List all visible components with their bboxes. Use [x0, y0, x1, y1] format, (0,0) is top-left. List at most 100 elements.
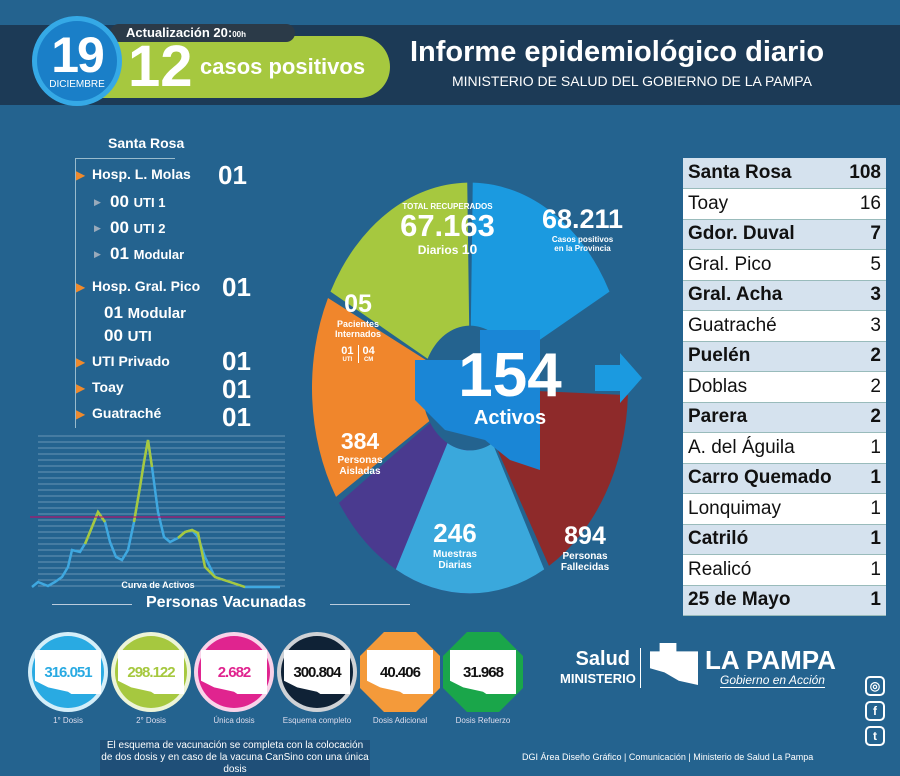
- isolated-label1: Personas: [337, 455, 383, 466]
- vaccine-value: 2.682: [201, 650, 267, 694]
- chart-label: Curva de Activos: [121, 580, 194, 590]
- hospitalized-segment: [312, 297, 430, 497]
- facebook-icon[interactable]: f: [865, 701, 885, 721]
- cm-count: 04: [362, 345, 375, 357]
- locality-name: Parera: [683, 402, 843, 433]
- locality-count: 1: [842, 463, 886, 494]
- vaccine-badge: 300.804 Esquema completo: [277, 632, 357, 725]
- locality-row: A. del Águila 1: [683, 432, 886, 464]
- locality-row: Puelén 2: [683, 341, 886, 372]
- locality-row: 25 de Mayo 1: [683, 585, 886, 616]
- update-label: Actualización 20:: [126, 25, 233, 40]
- cases-count: 12: [128, 34, 193, 99]
- ministry-logo: Salud MINISTERIO: [560, 648, 636, 686]
- instagram-icon[interactable]: ◎: [865, 676, 885, 696]
- vaccine-badge: 31.968 Dosis Refuerzo: [443, 632, 523, 725]
- recovered-daily-value: 10: [461, 241, 478, 257]
- samples-value: 246: [433, 518, 477, 548]
- locality-row: Carro Quemado 1: [683, 463, 886, 494]
- recovered-value: 67.163: [400, 208, 495, 243]
- hospitalized-value: 05: [344, 290, 372, 318]
- locality-name: Puelén: [683, 341, 843, 372]
- hospitalized-label1: Pacientes: [336, 319, 380, 329]
- positives-block: 68.211 Casos positivos en la Provincia: [530, 204, 635, 253]
- locality-row: Santa Rosa 108: [683, 158, 886, 189]
- pico-uti-value: 00: [104, 326, 123, 345]
- isolated-value: 384: [340, 428, 380, 454]
- divider: [330, 604, 410, 605]
- vaccine-value: 300.804: [284, 650, 350, 694]
- locality-name: Catriló: [683, 524, 843, 555]
- locality-count: 1: [842, 554, 886, 586]
- vaccine-label: Dosis Refuerzo: [455, 716, 511, 725]
- molas-uti1-label: UTI 1: [133, 195, 166, 210]
- locality-name: Gral. Acha: [683, 280, 843, 311]
- vaccine-shape: 300.804: [277, 632, 357, 712]
- curve-segment: [177, 528, 246, 589]
- footer-credit: DGI Área Diseño Gráfico | Comunicación |…: [522, 752, 814, 762]
- samples-label1: Muestras: [433, 549, 477, 560]
- locality-row: Realicó 1: [683, 554, 886, 586]
- locality-name: Gral. Pico: [683, 249, 843, 281]
- positives-value: 68.211: [541, 204, 624, 234]
- recovered-daily-label: Diarios: [417, 243, 459, 257]
- date-day: 19: [51, 27, 105, 83]
- isolated-label2: Aisladas: [339, 466, 381, 477]
- deaths-value: 894: [564, 522, 606, 550]
- recovered-label: TOTAL RECUPERADOS: [402, 202, 493, 211]
- locality-name: Lonquimay: [683, 493, 843, 525]
- positives-label2: en la Provincia: [554, 244, 611, 253]
- locality-count: 1: [842, 432, 886, 464]
- locality-name: A. del Águila: [683, 432, 843, 464]
- hospital-molas-value: 01: [218, 160, 247, 190]
- deaths-label1: Personas: [562, 551, 608, 562]
- divider: [52, 604, 132, 605]
- locality-count: 1: [842, 585, 886, 616]
- deaths-label2: Fallecidas: [560, 562, 610, 573]
- logo-tagline: Gobierno en Acción: [720, 673, 825, 688]
- locality-row: Lonquimay 1: [683, 493, 886, 525]
- locality-name: Doblas: [683, 371, 843, 403]
- samples-segment: [395, 443, 545, 594]
- vaccine-shape: 2.682: [194, 632, 274, 712]
- recovered-block: TOTAL RECUPERADOS 67.163 Diarios 10: [380, 202, 515, 257]
- vaccine-value: 298.122: [118, 650, 184, 694]
- locality-name: Santa Rosa: [683, 158, 843, 189]
- uti-privado-label: UTI Privado: [92, 353, 170, 369]
- pico-uti-label: UTI: [127, 328, 152, 345]
- cases-label: casos positivos: [200, 54, 366, 79]
- pico-modular-value: 01: [104, 303, 123, 322]
- hospitalized-label2: Internados: [334, 329, 381, 339]
- positives-label1: Casos positivos: [551, 235, 614, 244]
- locality-name: Realicó: [683, 554, 843, 586]
- locality-row: Catriló 1: [683, 524, 886, 555]
- locality-count: 7: [842, 219, 886, 250]
- pico-uti: 00 UTI: [104, 326, 152, 346]
- cases-pill: 12 casos positivos: [100, 36, 390, 98]
- province-map-icon: [415, 330, 540, 470]
- locality-count: 2: [842, 371, 886, 403]
- vaccine-label: 1° Dosis: [53, 716, 83, 725]
- active-label: Activos: [473, 407, 547, 429]
- locality-count: 2: [842, 402, 886, 433]
- curve-segment: [132, 439, 154, 523]
- triangle-icon: ▶: [76, 407, 86, 421]
- molas-uti2-label: UTI 2: [133, 221, 166, 236]
- locality-name: Toay: [683, 188, 843, 220]
- locality-name: Gdor. Duval: [683, 219, 843, 250]
- cm-label: CM: [363, 357, 374, 363]
- city-label: Santa Rosa: [108, 135, 185, 151]
- vaccine-value: 31.968: [450, 650, 516, 694]
- molas-uti1: 00 UTI 1: [110, 192, 165, 212]
- hospitalized-block: 05 Pacientes Internados 01 UTI 04 CM: [318, 290, 398, 363]
- locality-count: 5: [842, 249, 886, 281]
- samples-label2: Diarias: [438, 560, 472, 571]
- triangle-icon: ▶: [76, 381, 86, 395]
- twitter-icon[interactable]: t: [865, 726, 885, 746]
- vaccines-title: Personas Vacunadas: [146, 594, 307, 611]
- vaccine-badge: 316.051 1° Dosis: [28, 632, 108, 725]
- update-suffix: 00h: [232, 30, 246, 39]
- uti-count: 01: [341, 345, 354, 357]
- samples-block: 246 Muestras Diarias: [410, 518, 500, 571]
